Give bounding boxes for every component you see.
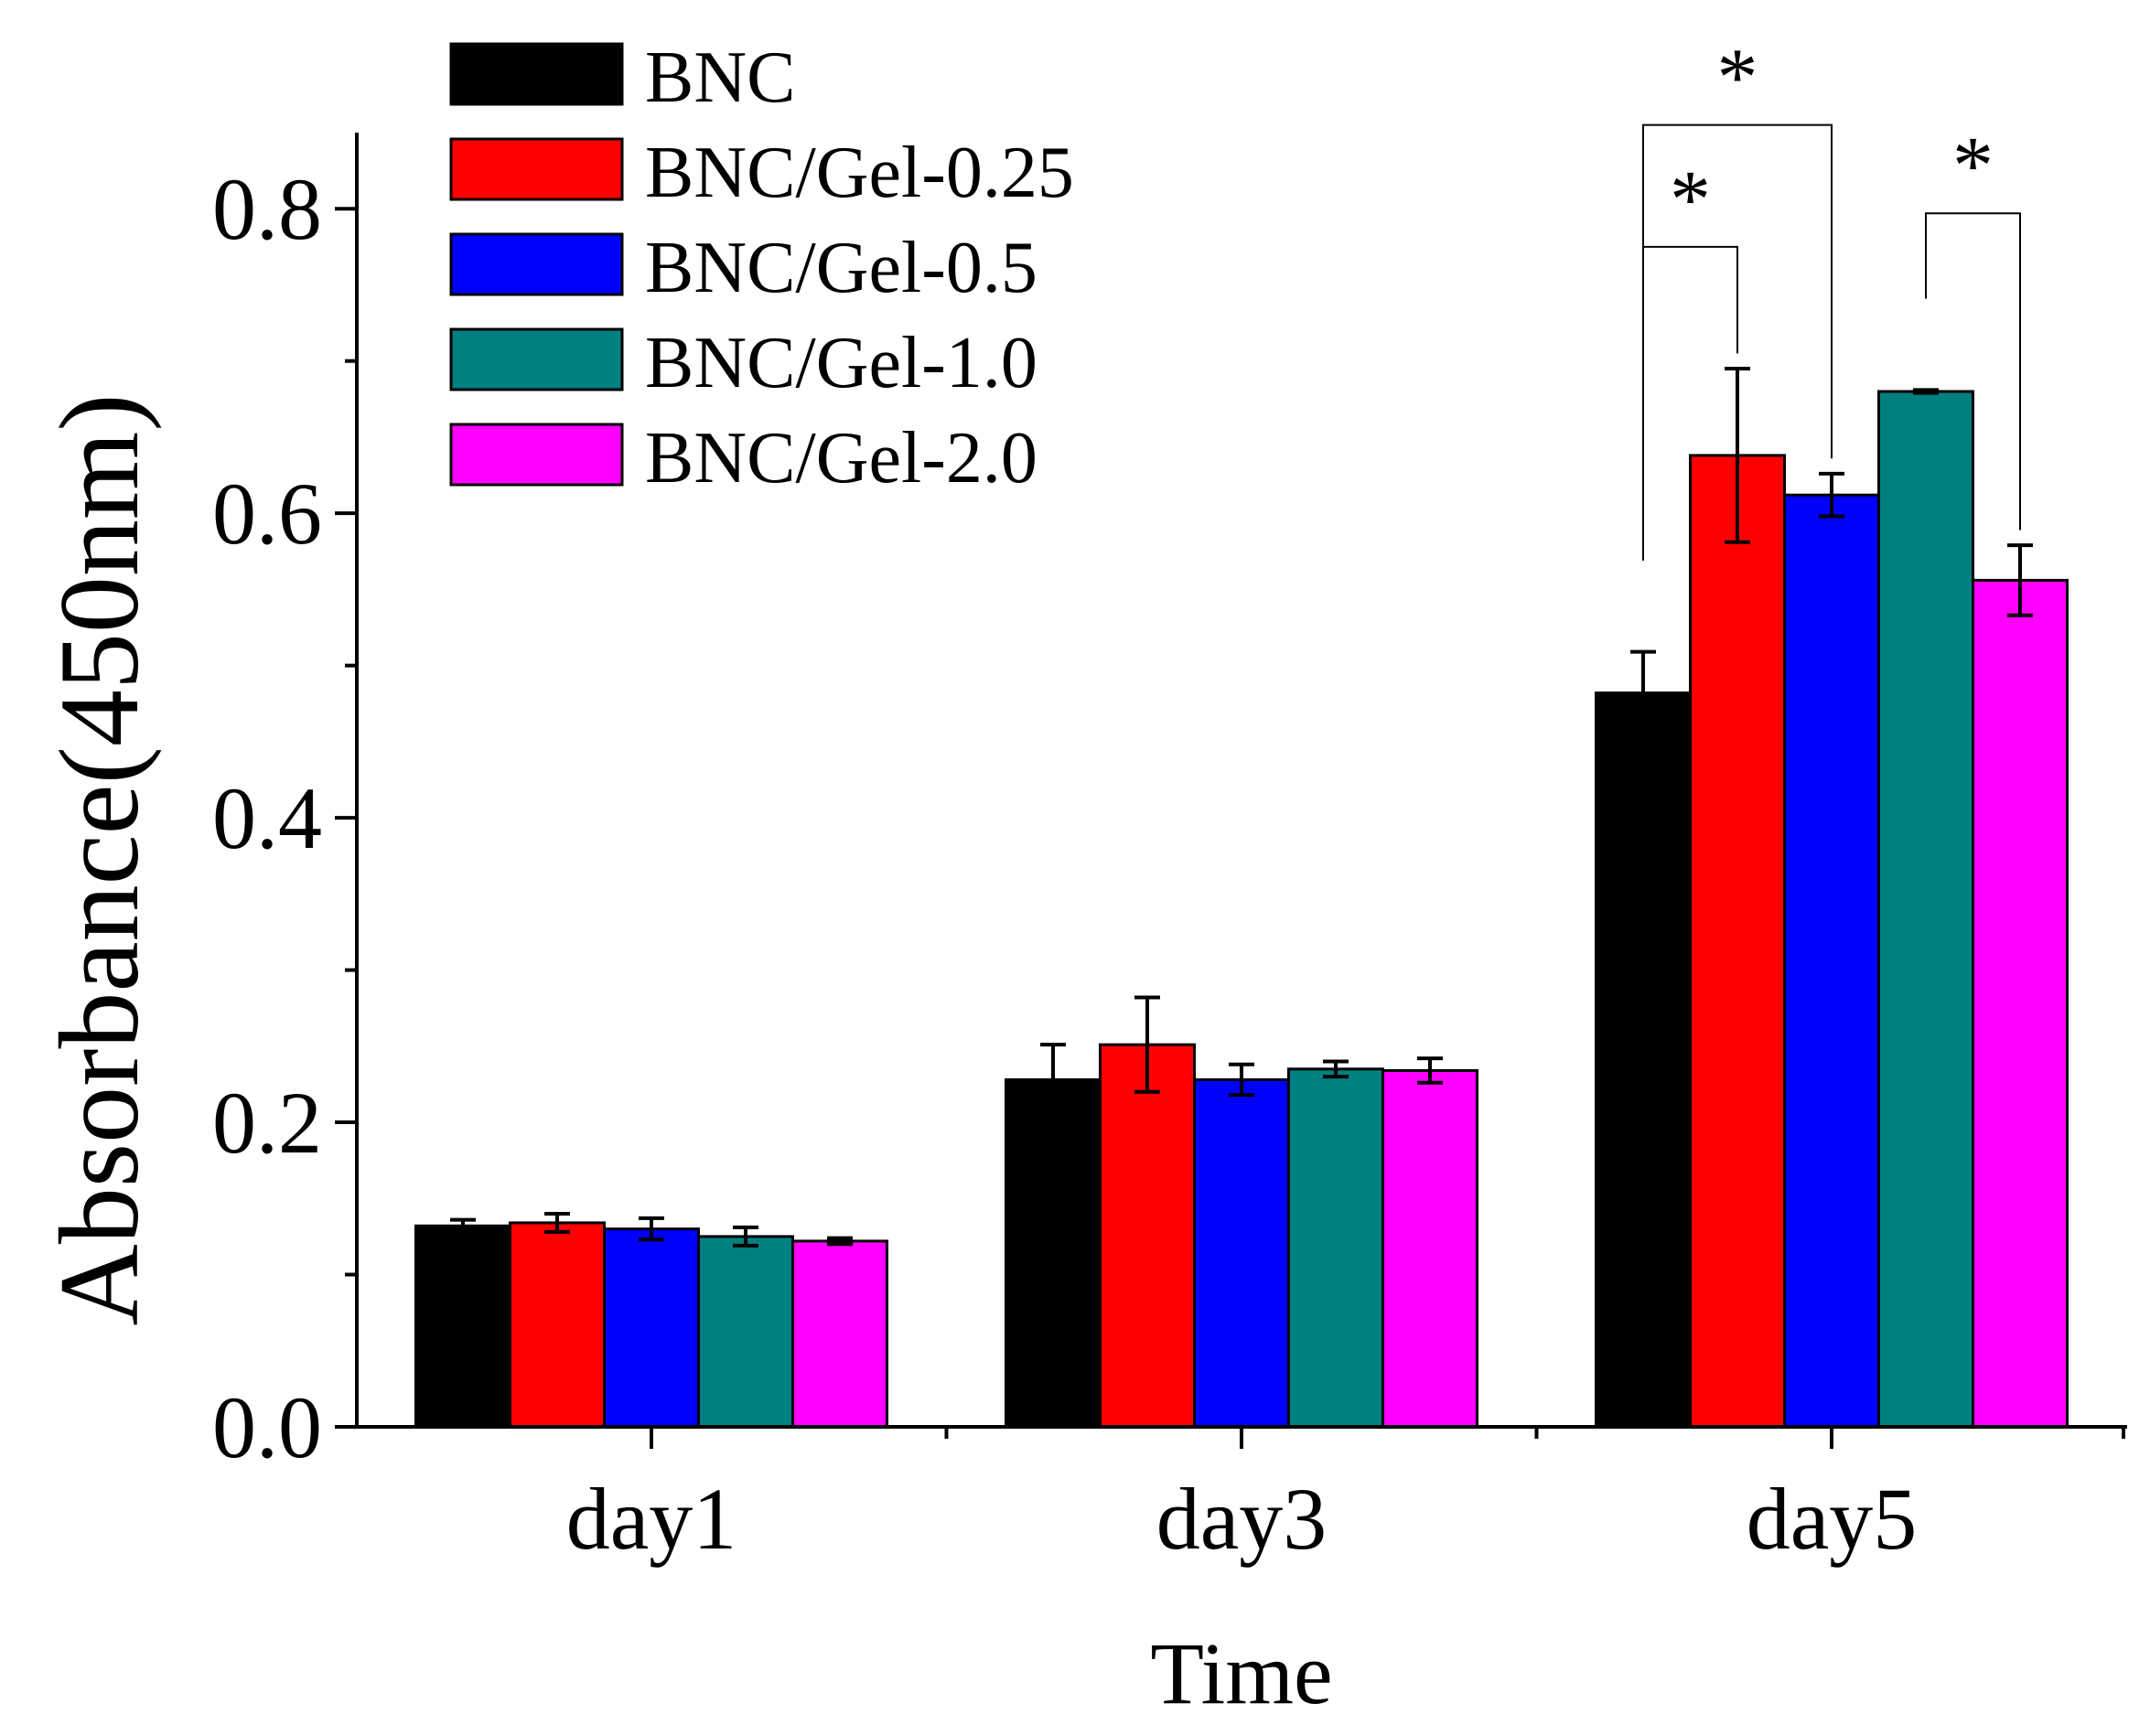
error-bar-day5-series-4 <box>2007 543 2033 617</box>
legend-label-2: BNC/Gel-0.5 <box>645 228 1037 308</box>
x-ticks: day1 day3 day5 <box>566 1427 2125 1568</box>
y-tick-label-4: 0.8 <box>212 160 322 258</box>
legend-label-3: BNC/Gel-1.0 <box>645 323 1037 403</box>
y-tick-label-3: 0.6 <box>212 465 322 563</box>
bar-day3-series-3 <box>1287 1067 1384 1429</box>
y-axis-label: Absorbance(450nm) <box>37 393 162 1325</box>
legend-swatch-0 <box>449 42 624 106</box>
error-bar-day3-series-4 <box>1417 1056 1443 1085</box>
bar-day1-series-3 <box>697 1235 794 1429</box>
legend-swatch-3 <box>449 327 624 391</box>
bar-day3-series-1 <box>1099 1043 1196 1429</box>
significance-layer: *** <box>1642 33 2021 561</box>
significance-bracket-1: * <box>1642 33 1833 561</box>
x-tick-label-day3: day3 <box>1156 1470 1328 1568</box>
bar-day5-series-3 <box>1877 390 1974 1429</box>
bar-day5-series-2 <box>1783 493 1880 1429</box>
bar-day1-series-1 <box>509 1221 606 1429</box>
error-bar-day1-series-4 <box>827 1236 853 1247</box>
legend-swatch-4 <box>449 423 624 487</box>
y-tick-label-2: 0.4 <box>212 769 322 867</box>
bar-day1-series-4 <box>791 1239 888 1429</box>
legend: BNC BNC/Gel-0.25 BNC/Gel-0.5 BNC/Gel-1.0 BNC… <box>449 38 1074 498</box>
error-bar-day5-series-2 <box>1819 471 1844 519</box>
legend-swatch-1 <box>449 137 624 201</box>
legend-item-2: BNC/Gel-0.5 <box>449 228 1037 308</box>
significance-star-0: * <box>1670 155 1711 245</box>
bar-day5-series-4 <box>1972 578 2069 1429</box>
error-bar-day5-series-0 <box>1630 649 1656 736</box>
bar-day1-series-0 <box>414 1224 511 1429</box>
x-axis-label: Time <box>1150 1624 1332 1722</box>
legend-item-1: BNC/Gel-0.25 <box>449 133 1074 213</box>
bar-day1-series-2 <box>603 1227 700 1429</box>
y-tick-label-0: 0.0 <box>212 1378 322 1476</box>
x-tick-label-day1: day1 <box>566 1470 737 1568</box>
y-tick-label-1: 0.2 <box>212 1074 322 1172</box>
legend-item-3: BNC/Gel-1.0 <box>449 323 1037 403</box>
error-bar-day5-series-1 <box>1725 367 1750 544</box>
significance-star-2: * <box>1952 121 1994 211</box>
error-bar-day3-series-2 <box>1229 1062 1254 1098</box>
error-bar-day3-series-0 <box>1040 1043 1066 1117</box>
legend-label-1: BNC/Gel-0.25 <box>645 133 1074 213</box>
legend-swatch-2 <box>449 232 624 296</box>
error-bar-day1-series-1 <box>544 1211 570 1234</box>
bar-day3-series-4 <box>1381 1068 1478 1429</box>
y-ticks: 0.0 0.2 0.4 0.6 0.8 <box>212 160 357 1476</box>
error-bar-day5-series-3 <box>1913 388 1939 395</box>
bar-day5-series-0 <box>1595 691 1692 1429</box>
error-bar-day3-series-3 <box>1323 1059 1349 1079</box>
error-bar-day1-series-2 <box>639 1216 664 1242</box>
significance-bracket-2: * <box>1925 121 2021 530</box>
bar-day3-series-0 <box>1005 1077 1102 1429</box>
bar-day3-series-2 <box>1193 1077 1290 1429</box>
error-bars-layer <box>450 367 2033 1248</box>
legend-label-0: BNC <box>645 38 796 118</box>
significance-star-1: * <box>1717 33 1758 123</box>
legend-label-4: BNC/Gel-2.0 <box>645 418 1037 498</box>
x-tick-label-day5: day5 <box>1747 1470 1918 1568</box>
bars-layer <box>414 390 2069 1429</box>
legend-item-0: BNC <box>449 38 796 118</box>
bar-day5-series-1 <box>1689 454 1786 1429</box>
error-bar-day3-series-1 <box>1134 995 1160 1094</box>
error-bar-day1-series-0 <box>450 1217 476 1234</box>
legend-item-4: BNC/Gel-2.0 <box>449 418 1037 498</box>
error-bar-day1-series-3 <box>733 1225 758 1248</box>
